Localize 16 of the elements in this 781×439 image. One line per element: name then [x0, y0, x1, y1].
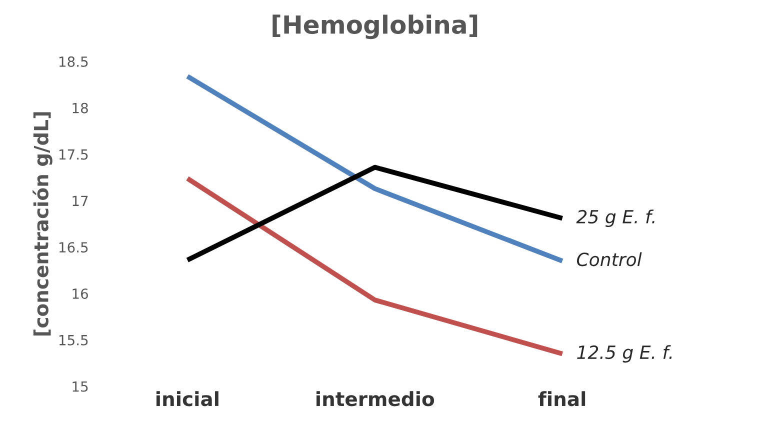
y-tick-label: 16	[72, 288, 88, 299]
series-label: Control	[576, 252, 642, 266]
series-label: 12.5 g E. f.	[577, 345, 672, 363]
y-axis-title: [concentración g/dL]	[32, 112, 52, 336]
y-tick-label: 17	[72, 196, 88, 206]
y-tick-label: 16.5	[59, 242, 88, 253]
y-tick-label: 15.5	[59, 335, 88, 346]
x-tick-label: inicial	[156, 391, 218, 406]
y-tick-label: 15	[72, 381, 88, 392]
y-tick-label: 18.5	[59, 56, 88, 67]
x-tick-label: final	[538, 391, 586, 406]
chart-title: [Hemoglobina]	[272, 14, 478, 40]
y-tick-label: 18	[72, 102, 88, 114]
x-tick-label: intermedio	[316, 391, 434, 406]
series-label: 25 g E. f.	[576, 210, 654, 228]
y-tick-label: 17.5	[59, 149, 88, 160]
